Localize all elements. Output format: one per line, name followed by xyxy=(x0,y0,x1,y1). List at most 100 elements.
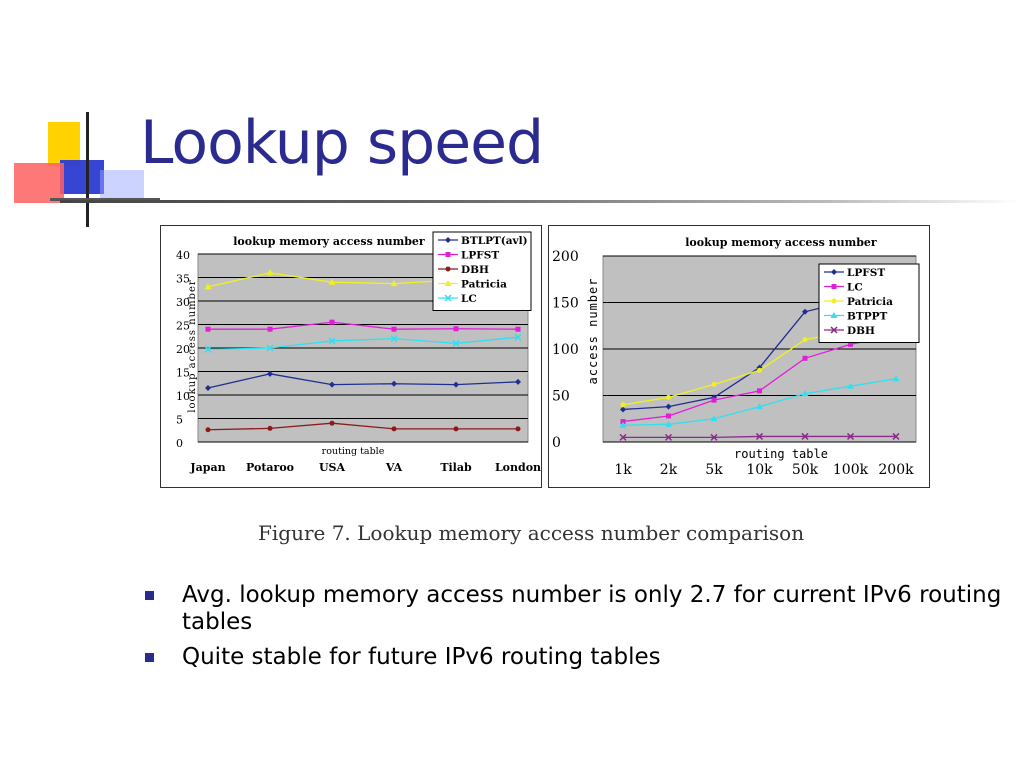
data-point xyxy=(620,402,626,408)
data-point xyxy=(453,426,459,432)
x-tick-label: Tilab xyxy=(440,461,472,474)
data-point xyxy=(205,326,211,332)
y-tick-label: 200 xyxy=(552,249,579,265)
x-tick-label: London xyxy=(495,461,541,474)
series-line xyxy=(207,336,519,351)
data-point xyxy=(391,426,397,432)
data-point xyxy=(452,339,460,347)
data-point xyxy=(453,326,459,332)
legend-entry: LC xyxy=(461,293,477,305)
data-point xyxy=(665,403,672,410)
x-tick-label: 1k xyxy=(614,462,632,478)
data-point xyxy=(266,344,274,352)
data-point xyxy=(267,370,273,377)
legend-entry: DBH xyxy=(847,325,875,337)
legend-marker xyxy=(444,294,452,302)
data-point xyxy=(204,345,212,353)
series-line xyxy=(207,422,518,431)
legend-entry: LPFST xyxy=(461,250,499,262)
chart-current-tables: 0 5 10 15 20 25 30 35 40 Japan Potaroo USA VA Tilab Lo… xyxy=(160,225,542,488)
x-tick-label: 10k xyxy=(746,462,773,478)
y-tick-label: 0 xyxy=(552,435,561,451)
bullet-marker-icon xyxy=(145,591,154,600)
legend-marker xyxy=(445,266,451,272)
legend-marker xyxy=(831,298,837,304)
legend-marker xyxy=(830,312,838,318)
y-tick-label: 15 xyxy=(176,367,190,380)
slide-logo-graphic xyxy=(14,112,160,227)
data-point xyxy=(205,427,211,433)
x-tick-label: USA xyxy=(319,461,346,474)
y-tick-label: 150 xyxy=(552,296,579,312)
y-tick-label: 30 xyxy=(176,296,190,309)
legend-entry: LC xyxy=(847,282,863,294)
data-point xyxy=(453,381,459,388)
y-tick-label: 25 xyxy=(176,320,190,333)
data-point xyxy=(666,394,671,400)
data-point xyxy=(515,326,521,332)
bullet-list: Avg. lookup memory access number is only… xyxy=(145,582,1005,679)
x-tick-label: Japan xyxy=(189,461,225,474)
data-point xyxy=(329,381,335,388)
x-tick-label: 5k xyxy=(705,462,723,478)
y-axis-label: access number xyxy=(586,278,600,385)
legend-entry: LPFST xyxy=(847,267,885,279)
x-tick-label: 100k xyxy=(833,462,869,478)
y-tick-label: 20 xyxy=(176,343,190,356)
bullet-item: Avg. lookup memory access number is only… xyxy=(145,582,1005,636)
y-tick-label: 50 xyxy=(552,389,570,405)
data-point xyxy=(664,433,673,441)
chart-future-tables: 0 50 100 150 200 1k 2k 5k 10k 50k 100k 200k lookup m… xyxy=(548,225,930,488)
x-tick-label: 50k xyxy=(792,462,819,478)
data-point xyxy=(802,337,808,343)
legend-marker xyxy=(831,284,837,289)
data-point xyxy=(391,380,397,387)
data-point xyxy=(666,413,671,419)
title-divider xyxy=(60,200,1020,203)
data-point xyxy=(710,415,718,422)
data-point xyxy=(329,420,335,426)
data-point xyxy=(619,433,627,441)
data-point xyxy=(801,390,809,397)
y-tick-label: 5 xyxy=(176,414,183,427)
y-tick-label: 10 xyxy=(176,390,190,403)
data-point xyxy=(204,283,212,290)
data-point xyxy=(514,333,522,341)
data-point xyxy=(328,278,336,285)
series-line xyxy=(208,321,519,330)
legend-entry: BTLPT(avl) xyxy=(461,235,528,247)
bullet-item: Quite stable for future IPv6 routing tab… xyxy=(145,644,1005,671)
legend-marker xyxy=(445,237,451,243)
data-point xyxy=(848,341,853,347)
data-point xyxy=(515,378,521,385)
data-point xyxy=(711,397,717,403)
data-point xyxy=(802,355,808,361)
data-point xyxy=(205,384,211,391)
data-point xyxy=(710,433,718,441)
data-point xyxy=(515,426,521,432)
x-tick-label: 200k xyxy=(878,462,914,478)
data-point xyxy=(665,420,672,427)
legend-entry: DBH xyxy=(461,264,489,276)
data-point xyxy=(847,382,854,389)
data-point xyxy=(892,432,900,440)
x-axis-label: routing table xyxy=(322,446,385,457)
series-line xyxy=(207,373,519,389)
data-point xyxy=(267,326,273,332)
data-point xyxy=(892,375,900,382)
legend-entry: Patricia xyxy=(847,296,893,308)
data-point xyxy=(802,308,808,315)
y-tick-label: 100 xyxy=(552,342,579,358)
chart-current-tables-svg: 0 5 10 15 20 25 30 35 40 Japan Potaroo USA VA Tilab Lo… xyxy=(176,231,541,474)
data-point xyxy=(846,432,855,440)
chart-title: lookup memory access number xyxy=(233,235,425,248)
legend-marker xyxy=(444,280,452,286)
bullet-text: Quite stable for future IPv6 routing tab… xyxy=(182,644,661,670)
data-point xyxy=(266,269,274,276)
bullet-marker-icon xyxy=(145,653,154,662)
data-point xyxy=(756,403,763,410)
x-axis-label: routing table xyxy=(734,447,828,461)
chart-title: lookup memory access number xyxy=(685,236,877,249)
data-point xyxy=(329,319,335,325)
legend-entry: Patricia xyxy=(461,279,507,291)
